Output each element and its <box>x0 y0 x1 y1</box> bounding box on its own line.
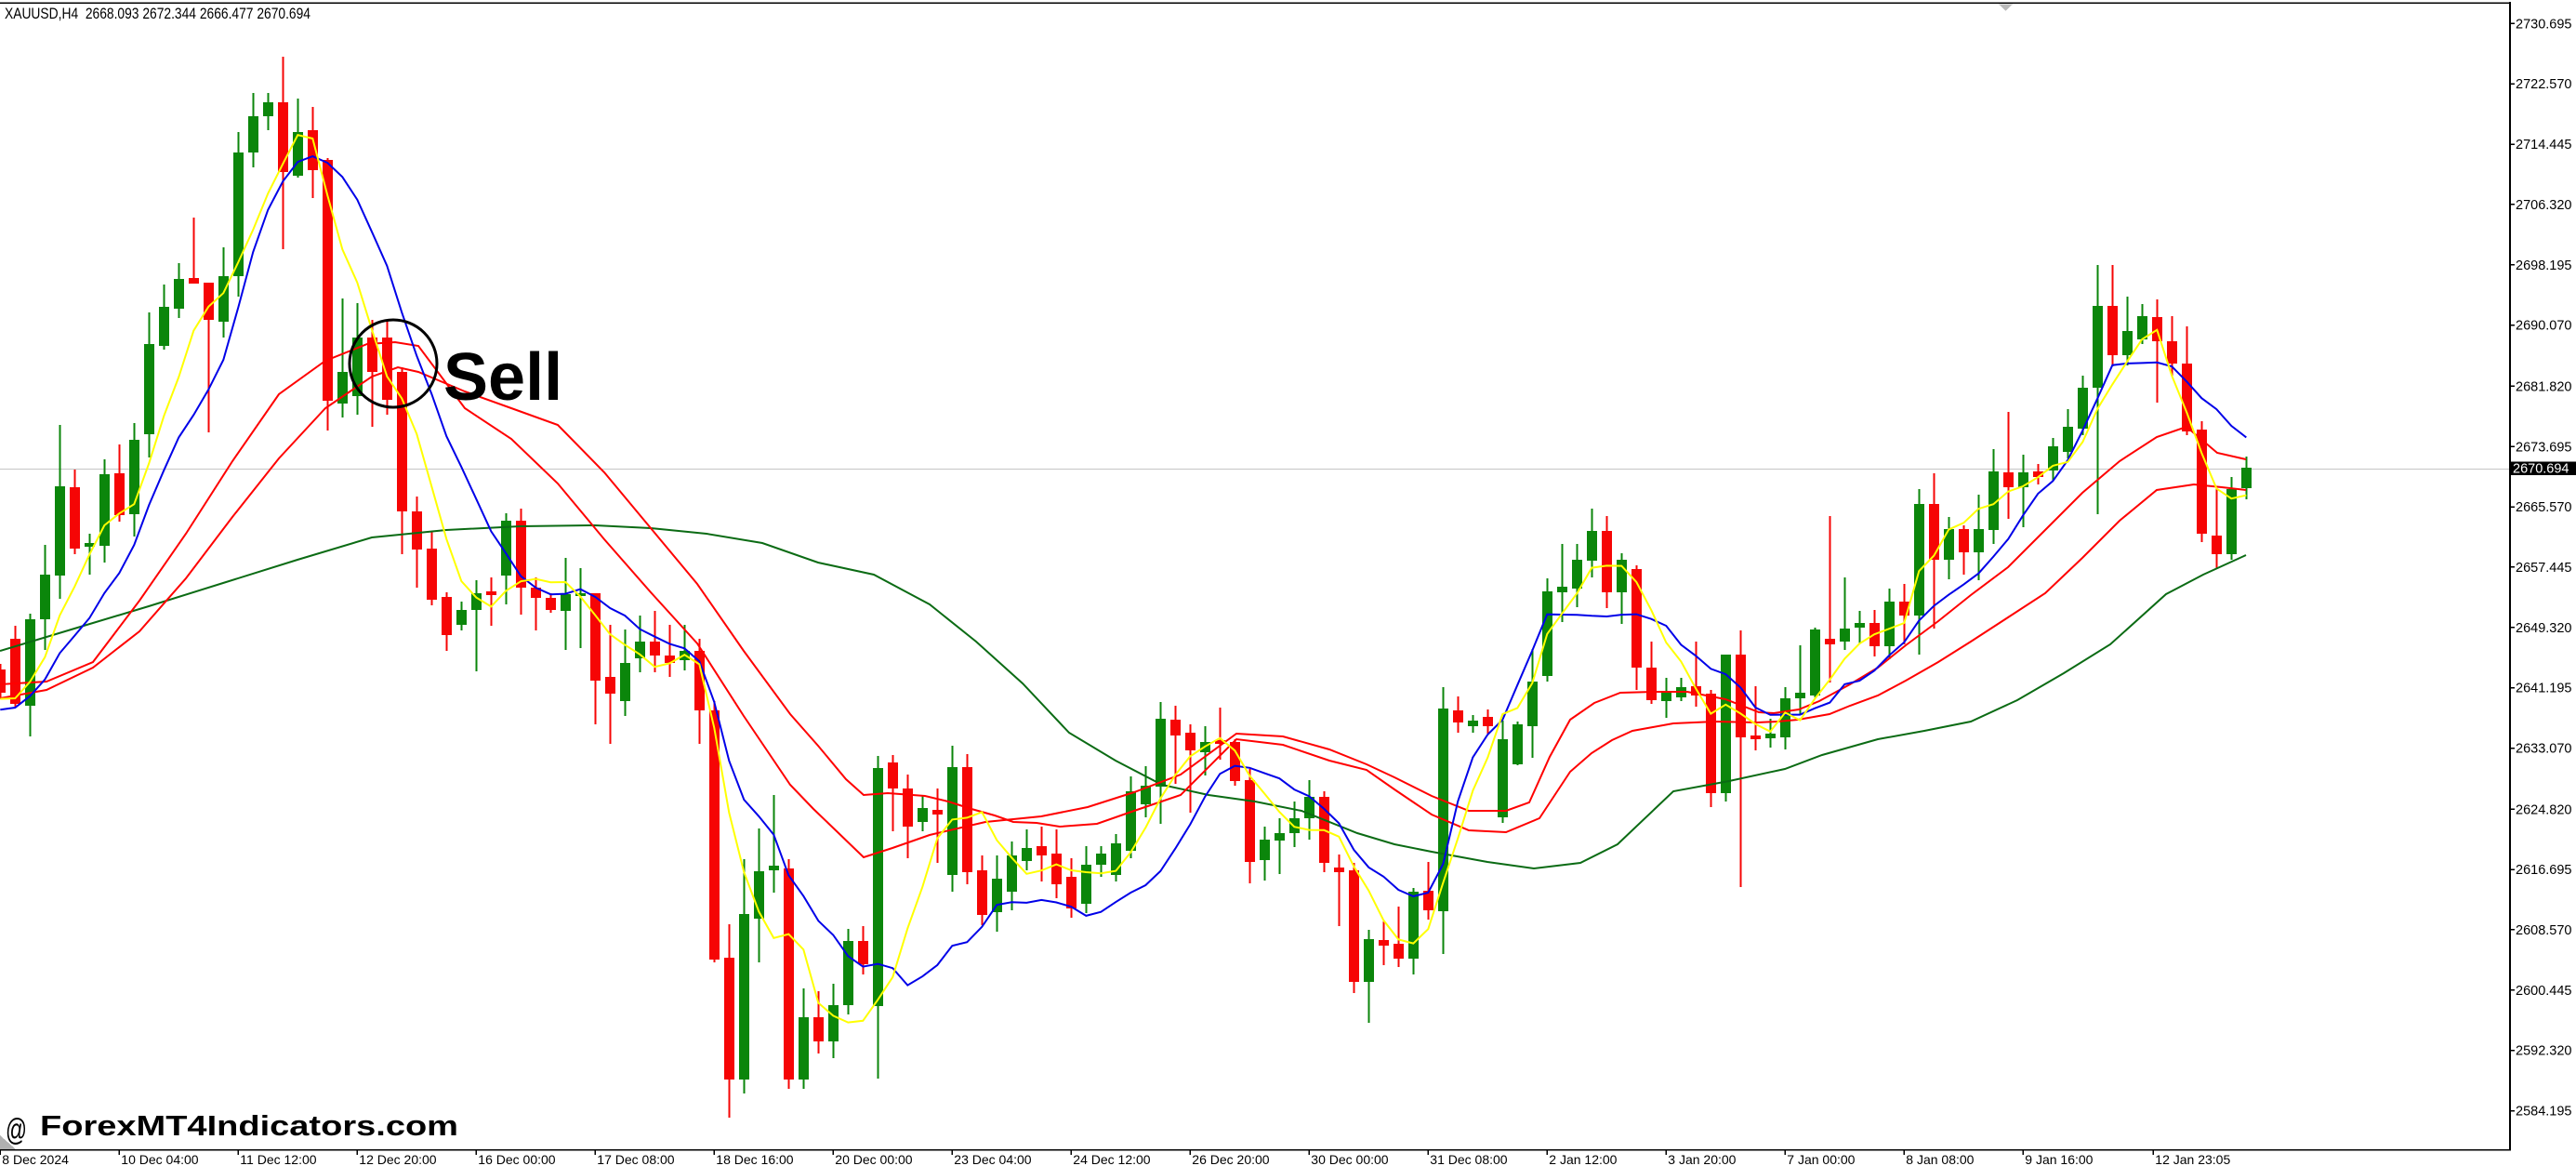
svg-text:2649.320: 2649.320 <box>2516 621 2571 636</box>
svg-text:2706.320: 2706.320 <box>2516 198 2571 213</box>
svg-text:12 Jan 23:05: 12 Jan 23:05 <box>2155 1152 2230 1166</box>
svg-text:2665.570: 2665.570 <box>2516 500 2571 515</box>
svg-text:2641.195: 2641.195 <box>2516 682 2571 696</box>
svg-text:2698.195: 2698.195 <box>2516 258 2571 273</box>
svg-text:23 Dec 04:00: 23 Dec 04:00 <box>954 1152 1031 1166</box>
svg-text:2670.694: 2670.694 <box>2513 462 2569 477</box>
svg-text:2730.695: 2730.695 <box>2516 17 2571 32</box>
svg-text:30 Dec 00:00: 30 Dec 00:00 <box>1311 1152 1388 1166</box>
svg-text:2657.445: 2657.445 <box>2516 561 2571 576</box>
svg-text:26 Dec 20:00: 26 Dec 20:00 <box>1192 1152 1269 1166</box>
svg-text:2 Jan 12:00: 2 Jan 12:00 <box>1549 1152 1617 1166</box>
svg-text:2633.070: 2633.070 <box>2516 742 2571 757</box>
svg-text:10 Dec 04:00: 10 Dec 04:00 <box>121 1152 198 1166</box>
svg-text:8 Jan 08:00: 8 Jan 08:00 <box>1906 1152 1974 1166</box>
svg-text:2600.445: 2600.445 <box>2516 984 2571 999</box>
svg-text:2592.320: 2592.320 <box>2516 1044 2571 1059</box>
svg-text:20 Dec 00:00: 20 Dec 00:00 <box>835 1152 912 1166</box>
svg-text:31 Dec 08:00: 31 Dec 08:00 <box>1430 1152 1507 1166</box>
svg-text:2714.445: 2714.445 <box>2516 138 2571 152</box>
svg-text:17 Dec 08:00: 17 Dec 08:00 <box>597 1152 674 1166</box>
svg-text:7 Jan 00:00: 7 Jan 00:00 <box>1787 1152 1855 1166</box>
svg-text:2681.820: 2681.820 <box>2516 379 2571 394</box>
svg-text:24 Dec 12:00: 24 Dec 12:00 <box>1073 1152 1150 1166</box>
svg-text:2722.570: 2722.570 <box>2516 77 2571 92</box>
svg-text:Sell: Sell <box>443 340 562 415</box>
svg-text:2584.195: 2584.195 <box>2516 1105 2571 1120</box>
svg-text:2608.570: 2608.570 <box>2516 923 2571 938</box>
svg-text:2673.695: 2673.695 <box>2516 440 2571 455</box>
svg-text:XAUUSD,H4 2668.093 2672.344 2: XAUUSD,H4 2668.093 2672.344 2666.477 267… <box>5 5 310 22</box>
svg-text:2616.695: 2616.695 <box>2516 863 2571 878</box>
svg-text:2624.820: 2624.820 <box>2516 802 2571 817</box>
svg-text:9 Jan 16:00: 9 Jan 16:00 <box>2025 1152 2093 1166</box>
svg-text:16 Dec 00:00: 16 Dec 00:00 <box>478 1152 555 1166</box>
svg-text:ForexMT4Indicators.com: ForexMT4Indicators.com <box>40 1109 458 1142</box>
svg-text:11 Dec 12:00: 11 Dec 12:00 <box>240 1152 316 1166</box>
svg-text:@: @ <box>6 1112 27 1146</box>
svg-text:8 Dec 2024: 8 Dec 2024 <box>2 1152 69 1166</box>
svg-text:12 Dec 20:00: 12 Dec 20:00 <box>359 1152 436 1166</box>
svg-text:3 Jan 20:00: 3 Jan 20:00 <box>1668 1152 1736 1166</box>
svg-text:18 Dec 16:00: 18 Dec 16:00 <box>716 1152 793 1166</box>
svg-text:2690.070: 2690.070 <box>2516 319 2571 334</box>
